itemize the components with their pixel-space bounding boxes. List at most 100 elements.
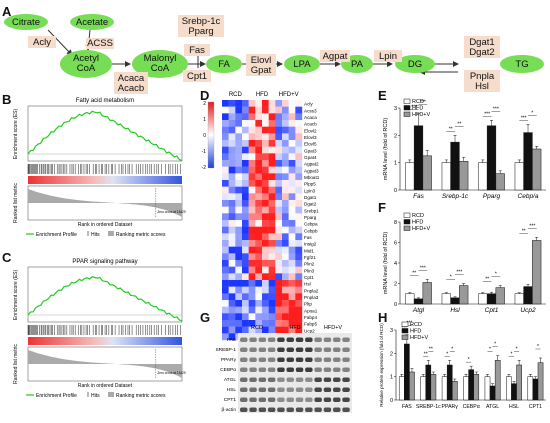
- heatmap-cell: [295, 246, 303, 254]
- heatmap-gene-label: Cpt1: [304, 275, 314, 280]
- heatmap-cell: [282, 286, 289, 294]
- y-tick-label: 3: [394, 106, 397, 112]
- y-axis-label: mRNA level (fold of RCD): [383, 118, 389, 181]
- x-tick-label: Cebp/a: [518, 193, 539, 200]
- bar: [413, 125, 424, 191]
- bar: [516, 364, 522, 401]
- western-group-label: HFD: [289, 325, 300, 331]
- heatmap-cell: [282, 226, 289, 234]
- panel-letter-g: G: [200, 310, 210, 325]
- heatmap-cell: [235, 320, 243, 327]
- heatmap-cell: [248, 300, 256, 307]
- heatmap-cell: [228, 286, 236, 294]
- heatmap-cell: [248, 260, 256, 267]
- heatmap-cell: [288, 120, 296, 127]
- blot-band: [267, 387, 276, 392]
- legend-item: HFD: [412, 106, 423, 112]
- heatmap-cell: [268, 146, 276, 154]
- heatmap-cell: [248, 233, 256, 241]
- heatmap-cell: [268, 160, 276, 167]
- panel-letter-h: H: [378, 310, 387, 325]
- heatmap-cell: [268, 173, 276, 181]
- es-ylabel: Enrichment score (ES): [13, 270, 19, 321]
- heatmap-cell: [235, 133, 243, 141]
- legend-item: HFD: [412, 220, 423, 226]
- heatmap-cell: [255, 313, 263, 321]
- heatmap-cell: [235, 313, 243, 321]
- heatmap-cell: [222, 186, 229, 194]
- heatmap-cell: [275, 100, 283, 107]
- scale-tick: -1: [202, 149, 207, 155]
- blot-band: [342, 347, 350, 352]
- heatmap-cell: [262, 233, 269, 241]
- heatmap-cell: [255, 280, 263, 287]
- heatmap-cell: [248, 213, 256, 221]
- heatmap-cell: [275, 213, 283, 221]
- heatmap-cell: [268, 193, 276, 201]
- heatmap-cell: [275, 146, 283, 154]
- heatmap-cell: [262, 266, 269, 274]
- heatmap-cell: [255, 193, 263, 201]
- heatmap-cell: [282, 266, 289, 274]
- heatmap-cell: [268, 313, 276, 321]
- heatmap-cell: [295, 240, 303, 247]
- heatmap-gene-label: Plin3: [304, 268, 315, 273]
- heatmap-cell: [282, 113, 289, 121]
- bar: [450, 141, 460, 191]
- blot-band: [258, 357, 267, 362]
- legend-enrichment-profile: Enrichment Profile: [36, 393, 77, 399]
- legend-item: RCD: [412, 213, 424, 219]
- blot-band: [277, 337, 285, 342]
- heatmap-cell: [248, 306, 256, 314]
- heatmap-cell: [282, 273, 289, 281]
- heatmap-cell: [228, 100, 236, 107]
- heatmap-cell: [235, 160, 243, 167]
- heatmap-cell: [248, 273, 256, 281]
- blot-band: [258, 387, 267, 392]
- heatmap-cell: [222, 140, 229, 147]
- heatmap-cell: [268, 220, 276, 227]
- heatmap-cell: [288, 246, 296, 254]
- blot-band: [323, 337, 332, 342]
- bar: [514, 162, 524, 191]
- heatmap-cell: [268, 100, 276, 107]
- metabolite-label-acetyl-coa: Acetyl CoA: [73, 53, 99, 74]
- heatmap-cell: [282, 160, 289, 167]
- blot-band: [286, 397, 294, 402]
- heatmap-cell: [295, 193, 303, 201]
- heatmap-cell: [275, 226, 283, 234]
- heatmap-cell: [268, 186, 276, 194]
- heatmap-cell: [228, 173, 236, 181]
- metabolite-citrate: [4, 14, 48, 30]
- heatmap-cell: [268, 206, 276, 214]
- heatmap-cell: [288, 166, 296, 174]
- heatmap-cell: [222, 173, 229, 181]
- bar: [532, 240, 542, 305]
- heatmap-cell: [275, 313, 283, 321]
- blot-band: [258, 347, 267, 352]
- heatmap-cell: [295, 313, 303, 321]
- heatmap-cell: [288, 300, 296, 307]
- heatmap-cell: [288, 273, 296, 281]
- x-tick-label: HSL: [509, 404, 519, 410]
- blot-band: [333, 337, 341, 342]
- heatmap-cell: [255, 273, 263, 281]
- heatmap-cell: [288, 180, 296, 187]
- heatmap-cell: [268, 200, 276, 207]
- heatmap-cell: [235, 140, 243, 147]
- metabolite-label-tg: TG: [515, 59, 528, 70]
- heatmap-cell: [228, 113, 236, 121]
- heatmap-cell: [268, 240, 276, 247]
- significance-mark: ***: [521, 115, 527, 121]
- bar: [486, 293, 497, 305]
- heatmap-cell: [275, 166, 283, 174]
- blot-band: [342, 367, 350, 372]
- bar: [446, 364, 453, 401]
- heatmap-cell: [282, 166, 289, 174]
- blot-band: [314, 377, 322, 382]
- heatmap-gene-label: Acss3: [304, 108, 317, 113]
- heatmap-cell: [262, 113, 269, 121]
- heatmap-cell: [235, 126, 243, 134]
- heatmap-cell: [248, 200, 256, 207]
- heatmap-cell: [275, 280, 283, 287]
